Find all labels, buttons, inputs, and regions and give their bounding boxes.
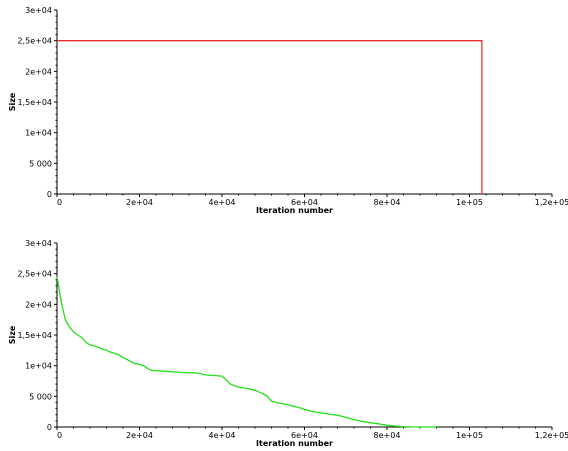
x-tick-label: 2e+04 <box>126 431 153 440</box>
y-tick-label: 3e+04 <box>25 239 52 248</box>
x-tick-label: 4e+04 <box>209 198 236 207</box>
y-tick-label: 1,5e+04 <box>17 98 52 107</box>
y-tick-label: 0 <box>47 423 52 432</box>
y-tick-label: 5 000 <box>29 392 52 401</box>
y-tick-label: 2,5e+04 <box>17 37 52 46</box>
x-tick-label: 1,2e+05 <box>535 198 568 207</box>
y-tick-label: 1e+04 <box>25 129 52 138</box>
bottom-plot: 0 5 000 1e+04 1,5e+04 2e+04 2,5e+04 3e+04 0 2e+0… <box>8 239 568 448</box>
x-tick-label: 6e+04 <box>291 431 318 440</box>
x-tick-label: 1e+05 <box>456 198 483 207</box>
y-tick-label: 5 000 <box>29 159 52 168</box>
y-tick-label: 2,5e+04 <box>17 270 52 279</box>
series-line-0 <box>56 276 437 428</box>
y-tick-label: 1e+04 <box>25 362 52 371</box>
x-tick-label: 1e+05 <box>456 431 483 440</box>
series-line-0 <box>57 40 483 194</box>
x-axis-title: Iteration number <box>256 439 333 448</box>
x-tick-label: 8e+04 <box>374 198 401 207</box>
y-axis-title: Size <box>8 325 17 344</box>
x-tick-label: 4e+04 <box>209 431 236 440</box>
y-tick-label: 2e+04 <box>25 300 52 309</box>
x-tick-label: 1,2e+05 <box>535 431 568 440</box>
x-tick-label: 0 <box>57 431 62 440</box>
y-tick-label: 1,5e+04 <box>17 331 52 340</box>
y-tick-label: 3e+04 <box>25 6 52 15</box>
x-tick-label: 0 <box>57 198 62 207</box>
x-tick-label: 2e+04 <box>126 198 153 207</box>
y-tick-label: 0 <box>47 190 52 199</box>
x-tick-label: 8e+04 <box>374 431 401 440</box>
x-tick-label: 6e+04 <box>291 198 318 207</box>
y-axis-title: Size <box>8 92 17 111</box>
top-plot: 0 5 000 1e+04 1,5e+04 2e+04 2,5e+04 3e+04 0 2e+0… <box>8 6 568 215</box>
y-tick-label: 2e+04 <box>25 67 52 76</box>
x-axis-title: Iteration number <box>256 206 333 215</box>
